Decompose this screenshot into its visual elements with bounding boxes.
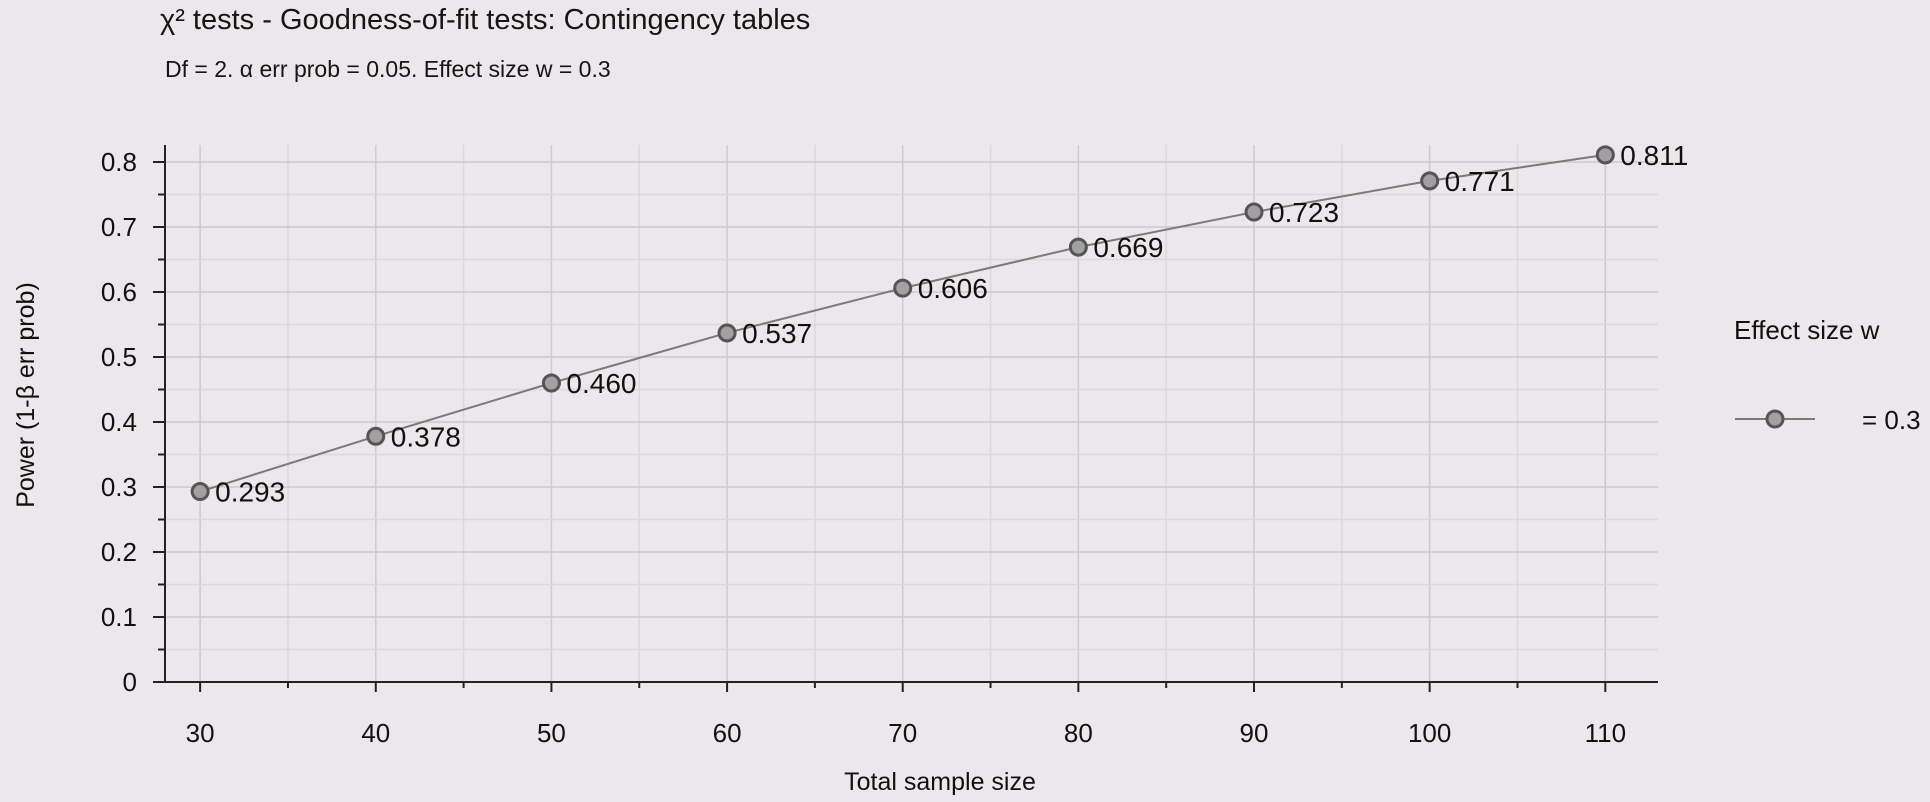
y-tick-label: 0.7 bbox=[101, 212, 137, 242]
legend: Effect size w = 0.3 bbox=[1734, 315, 1921, 435]
data-point bbox=[717, 323, 737, 343]
legend-marker bbox=[1765, 409, 1785, 429]
y-tick-label: 0.3 bbox=[101, 472, 137, 502]
y-tick-label: 0.2 bbox=[101, 537, 137, 567]
series-layer: 0.293 0.378 0.460 0.537 0.606 0.669 0.723 0.771… bbox=[190, 140, 1688, 508]
y-tick-label: 0.5 bbox=[101, 342, 137, 372]
grid-lines bbox=[165, 145, 1658, 683]
x-axis-label: Total sample size bbox=[844, 768, 1036, 796]
x-tick-label: 70 bbox=[888, 718, 917, 748]
y-tick-label: 0.1 bbox=[101, 602, 137, 632]
data-point bbox=[1420, 171, 1440, 191]
data-label: 0.811 bbox=[1620, 140, 1688, 171]
data-point bbox=[366, 426, 386, 446]
data-label: 0.460 bbox=[566, 368, 636, 399]
y-tick-label: 0.6 bbox=[101, 277, 137, 307]
x-tick-label: 80 bbox=[1064, 718, 1093, 748]
x-tick-label: 60 bbox=[713, 718, 742, 748]
x-tick-label: 90 bbox=[1240, 718, 1269, 748]
y-tick-label: 0 bbox=[123, 667, 137, 697]
data-point bbox=[893, 278, 913, 298]
data-label: 0.606 bbox=[918, 273, 988, 304]
x-tick-label: 110 bbox=[1585, 718, 1626, 748]
data-point bbox=[190, 482, 210, 502]
x-tick-label: 30 bbox=[186, 718, 215, 748]
y-axis-label: Power (1-β err prob) bbox=[12, 282, 40, 508]
data-label: 0.669 bbox=[1093, 232, 1163, 263]
x-tick-label: 40 bbox=[361, 718, 390, 748]
legend-title: Effect size w bbox=[1734, 315, 1880, 345]
y-tick-label: 0.8 bbox=[101, 147, 137, 177]
data-point bbox=[541, 373, 561, 393]
data-point bbox=[1244, 202, 1264, 222]
chart-subtitle: Df = 2. α err prob = 0.05. Effect size w… bbox=[165, 56, 611, 82]
y-tick-label: 0.4 bbox=[101, 407, 137, 437]
axis-ticks: 30 40 50 60 70 80 90 100 11000.10.20.30.40.50.60… bbox=[101, 147, 1626, 748]
data-point bbox=[1595, 145, 1615, 165]
data-label: 0.723 bbox=[1269, 197, 1339, 228]
data-label: 0.771 bbox=[1445, 166, 1515, 197]
data-label: 0.293 bbox=[215, 477, 285, 508]
data-label: 0.378 bbox=[391, 421, 461, 452]
data-point bbox=[1068, 237, 1088, 257]
x-tick-label: 50 bbox=[537, 718, 566, 748]
x-tick-label: 100 bbox=[1408, 718, 1451, 748]
data-label: 0.537 bbox=[742, 318, 812, 349]
legend-series-label: = 0.3 bbox=[1862, 405, 1921, 435]
axes bbox=[164, 145, 1658, 683]
chart-title: χ² tests - Goodness-of-fit tests: Contin… bbox=[160, 4, 811, 36]
